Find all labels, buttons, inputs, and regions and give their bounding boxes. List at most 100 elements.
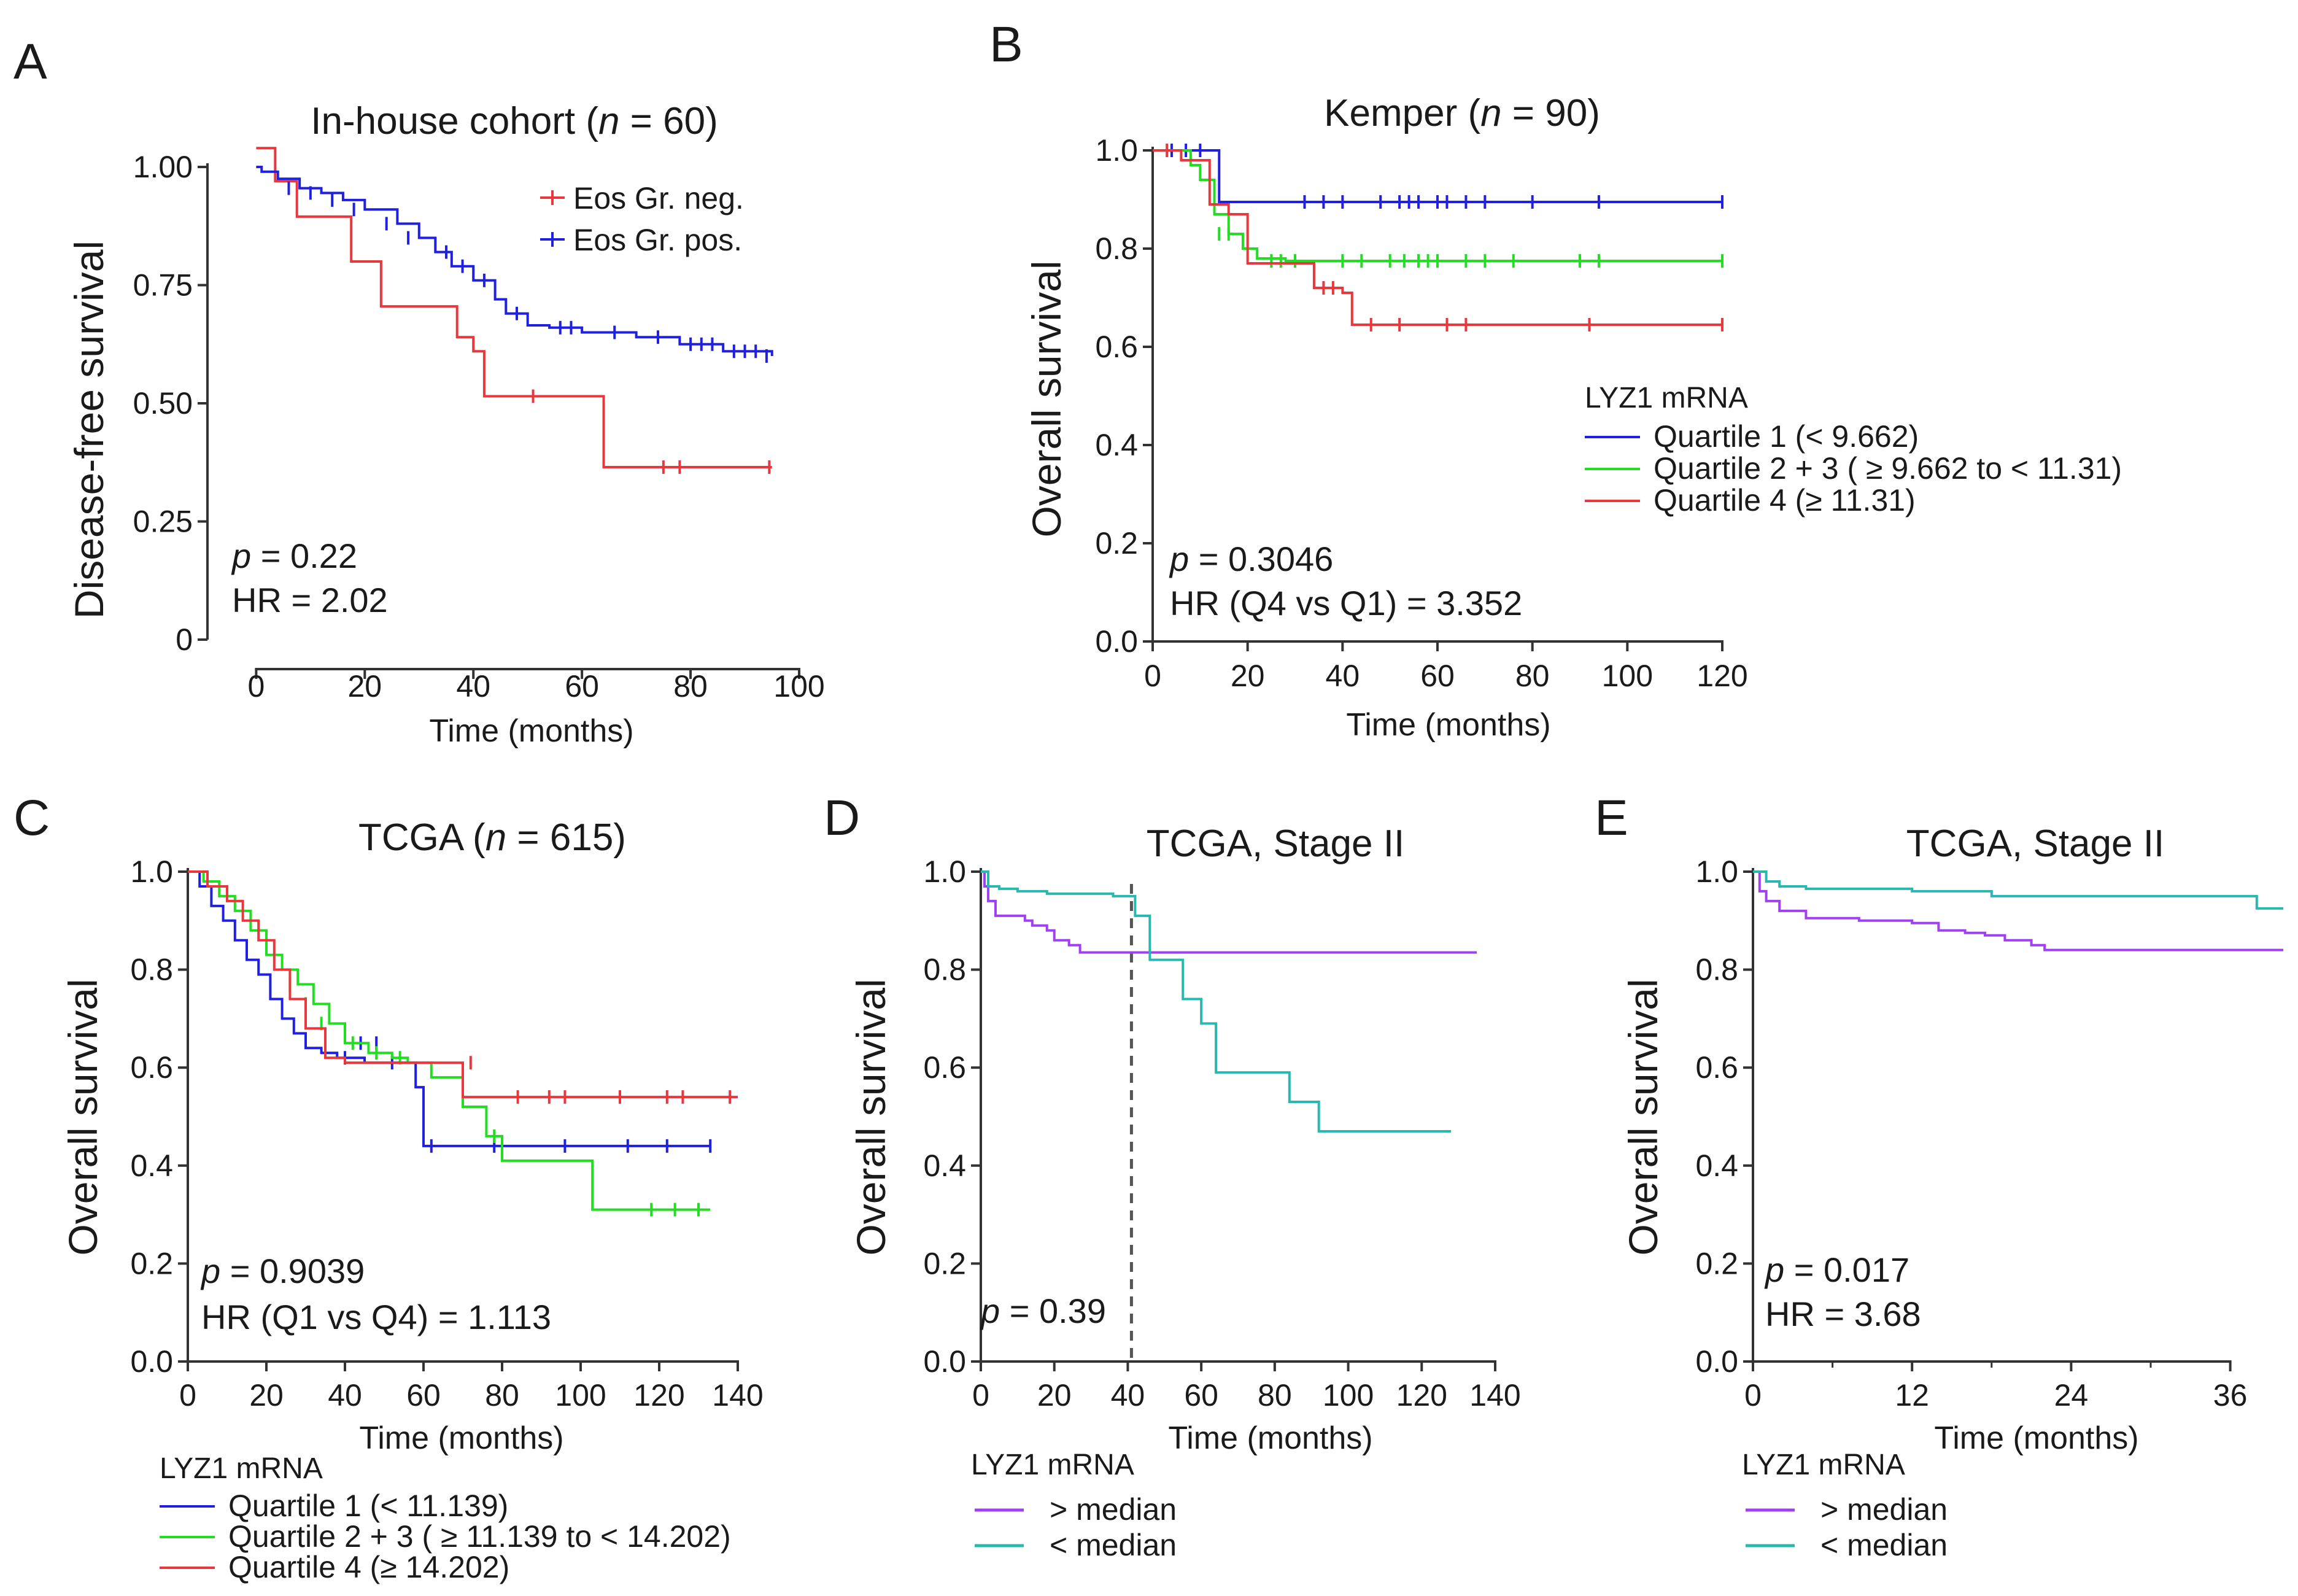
y-tick-label: 0.4: [1095, 428, 1138, 462]
y-tick-label: 0: [176, 622, 193, 657]
plot-area: 0 0.25 0.50 0.75 1.00 0 20 40 60 80 100: [133, 147, 825, 703]
y-tick-label: 0.0: [130, 1344, 173, 1379]
hazard-ratio: HR = 2.02: [232, 581, 388, 619]
x-tick-label: 80: [1258, 1378, 1292, 1412]
p-value: p = 0.3046: [1169, 540, 1333, 578]
y-tick-label: 0.6: [923, 1050, 966, 1085]
panel-title: TCGA (n = 615): [358, 816, 626, 859]
x-tick-label: 100: [1602, 659, 1653, 693]
legend-entry: > median: [1050, 1492, 1177, 1527]
x-tick-label: 80: [1515, 659, 1550, 693]
hazard-ratio: HR = 3.68: [1765, 1295, 1921, 1333]
legend: Eos Gr. neg. Eos Gr. pos.: [540, 181, 744, 257]
y-tick-label: 1.0: [130, 854, 173, 889]
y-tick-label: 0.2: [1095, 526, 1138, 560]
p-value: p = 0.39: [980, 1292, 1106, 1330]
x-tick-label: 120: [1696, 659, 1747, 693]
panel-title: Kemper (n = 90): [1324, 92, 1600, 134]
legend: LYZ1 mRNA Quartile 1 (< 11.139) Quartile…: [160, 1452, 731, 1584]
x-tick-label: 100: [555, 1378, 606, 1412]
y-tick-label: 0.25: [133, 505, 193, 539]
x-tick-label: 36: [2213, 1378, 2248, 1412]
panel-b: B Kemper (n = 90) Overall survival Time …: [989, 17, 2122, 743]
x-tick-label: 100: [1323, 1378, 1374, 1412]
y-tick-label: 0.8: [923, 953, 966, 987]
x-tick-label: 0: [1744, 1378, 1762, 1412]
x-tick-label: 12: [1895, 1378, 1929, 1412]
x-tick-label: 60: [406, 1378, 441, 1412]
x-tick-label: 120: [1396, 1378, 1447, 1412]
y-axis-label: Overall survival: [1620, 978, 1666, 1255]
legend-entry: > median: [1820, 1492, 1948, 1527]
hazard-ratio: HR (Q4 vs Q1) = 3.352: [1170, 584, 1522, 622]
y-tick-label: 0.8: [1695, 953, 1738, 987]
survival-curve: [188, 870, 738, 1099]
y-tick-label: 0.4: [130, 1149, 173, 1183]
y-tick-label: 0.0: [923, 1344, 966, 1379]
legend: LYZ1 mRNA > median < median: [971, 1449, 1177, 1562]
survival-curve: [188, 870, 711, 1147]
x-tick-label: 140: [1469, 1378, 1520, 1412]
panel-title: TCGA, Stage II: [1906, 823, 2164, 865]
plot-area: 0.0 0.2 0.4 0.6 0.8 1.0 0 12 24 36: [1695, 854, 2283, 1412]
plot-area: 0.0 0.2 0.4 0.6 0.8 1.0 0 20 40 60 80 100 120 140: [923, 854, 1520, 1412]
x-tick-label: 40: [1326, 659, 1360, 693]
x-tick-label: 60: [1184, 1378, 1218, 1412]
survival-curve: [981, 870, 1452, 1133]
legend-entry: Eos Gr. pos.: [573, 223, 742, 257]
y-tick-label: 0.6: [1695, 1050, 1738, 1085]
y-tick-label: 0.75: [133, 268, 193, 303]
p-value: p = 0.22: [231, 537, 357, 575]
legend: LYZ1 mRNA Quartile 1 (< 9.662) Quartile …: [1585, 382, 2122, 517]
hazard-ratio: HR (Q1 vs Q4) = 1.113: [201, 1298, 551, 1336]
survival-curve: [981, 870, 1477, 954]
y-axis-label: Overall survival: [848, 978, 894, 1255]
y-tick-label: 0.4: [923, 1149, 966, 1183]
x-tick-label: 80: [673, 669, 708, 703]
x-tick-label: 140: [712, 1378, 763, 1412]
x-tick-label: 20: [249, 1378, 284, 1412]
y-tick-label: 1.0: [923, 854, 966, 889]
x-tick-label: 60: [565, 669, 599, 703]
legend-entry: Quartile 4 (≥ 14.202): [228, 1550, 509, 1584]
x-tick-label: 0: [247, 669, 265, 703]
y-tick-label: 1.0: [1095, 133, 1138, 168]
panel-label: C: [14, 790, 50, 846]
legend-entry: Quartile 1 (< 11.139): [228, 1489, 508, 1523]
x-tick-label: 20: [1037, 1378, 1072, 1412]
x-tick-label: 0: [972, 1378, 989, 1412]
x-tick-label: 80: [485, 1378, 519, 1412]
p-value: p = 0.9039: [200, 1252, 365, 1290]
y-tick-label: 1.00: [133, 150, 193, 184]
y-tick-label: 0.6: [1095, 330, 1138, 364]
legend-entry: Eos Gr. neg.: [573, 181, 744, 215]
legend-entry: Quartile 2 + 3 ( ≥ 9.662 to < 11.31): [1654, 451, 2122, 486]
y-tick-label: 0.0: [1095, 624, 1138, 659]
panel-title: In-house cohort (n = 60): [311, 100, 718, 142]
panel-label: A: [14, 34, 47, 90]
x-tick-label: 20: [1231, 659, 1265, 693]
panel-label: E: [1595, 790, 1628, 846]
survival-curve: [256, 147, 772, 468]
y-axis-label: Overall survival: [1024, 260, 1069, 537]
panel-a: A In-house cohort (n = 60) Disease-free …: [14, 34, 825, 749]
x-tick-label: 100: [773, 669, 824, 703]
x-tick-label: 40: [1111, 1378, 1145, 1412]
y-tick-label: 0.4: [1695, 1149, 1738, 1183]
y-axis-label: Overall survival: [60, 978, 106, 1255]
panel-d: D TCGA, Stage II Overall survival Time (…: [824, 790, 1521, 1562]
survival-curve: [1153, 149, 1722, 326]
y-tick-label: 0.2: [923, 1246, 966, 1280]
panel-e: E TCGA, Stage II Overall survival Time (…: [1595, 790, 2283, 1562]
x-axis-label: Time (months): [429, 713, 633, 749]
survival-curve: [1753, 870, 2283, 951]
x-tick-label: 60: [1420, 659, 1455, 693]
legend-title: LYZ1 mRNA: [971, 1449, 1134, 1481]
legend-entry: Quartile 1 (< 9.662): [1654, 419, 1919, 454]
panel-title: TCGA, Stage II: [1147, 823, 1404, 865]
survival-curve: [188, 870, 711, 1211]
legend-entry: < median: [1820, 1528, 1948, 1562]
x-tick-label: 120: [633, 1378, 684, 1412]
legend-entry: Quartile 4 (≥ 11.31): [1654, 483, 1916, 517]
p-value: p = 0.017: [1764, 1250, 1909, 1289]
